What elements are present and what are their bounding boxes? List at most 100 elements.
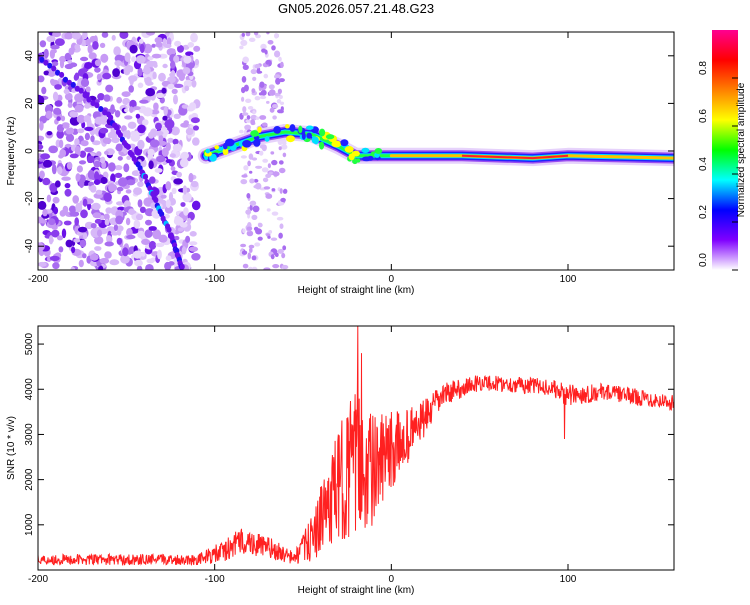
spectrogram-noise-blob <box>63 220 72 226</box>
spectrogram-noise-blob <box>38 216 44 224</box>
spectrogram-noise-blob <box>97 93 105 101</box>
snr-frame <box>37 325 675 571</box>
spectrogram-noise-blob <box>108 130 118 139</box>
signal-blob <box>301 132 306 140</box>
spectrogram-noise-blob <box>141 160 147 168</box>
spectrogram-noise-blob <box>271 45 276 51</box>
spectrogram-noise-blob <box>167 83 175 90</box>
spectrogram-noise-blob <box>108 162 116 172</box>
spectrogram-noise-blob <box>162 38 167 47</box>
spectrogram-noise-blob <box>158 134 164 143</box>
spectrogram-noise-blob <box>68 62 78 68</box>
spectrogram-noise-blob <box>252 76 257 81</box>
spectrogram-noise-blob <box>60 115 66 122</box>
spectrogram-noise-blob <box>282 245 287 251</box>
spectrogram-noise-blob <box>39 170 45 179</box>
spectrogram-noise-blob <box>241 76 247 83</box>
spectrogram-noise-blob <box>268 230 273 234</box>
spectrogram-noise-blob <box>156 155 166 163</box>
spectrogram-noise-blob <box>99 42 106 49</box>
spectrogram-noise-blob <box>172 143 182 152</box>
spectrogram-noise-blob <box>78 259 84 268</box>
spectrogram-noise-blob <box>169 153 176 158</box>
spectrogram-noise-blob <box>129 44 138 54</box>
spectrogram-noise-blob <box>46 35 56 43</box>
spectrogram-noise-blob <box>87 155 95 164</box>
spectrogram-noise-blob <box>249 178 255 184</box>
spectrogram-noise-blob <box>247 252 252 260</box>
colorbar-tick-label: 0.4 <box>698 157 709 171</box>
spectrogram-noise-blob <box>83 115 91 123</box>
spectrogram-noise-blob <box>270 151 275 155</box>
spectrogram-noise-blob <box>268 171 273 175</box>
spectrogram-noise-blob <box>94 67 101 73</box>
spectrogram-x-tick-label: 100 <box>560 274 577 285</box>
spectrogram-noise-blob <box>123 163 130 173</box>
spectrogram-noise-blob <box>158 53 168 59</box>
chart-title: GN05.2026.057.21.48.G23 <box>278 1 434 16</box>
signal-blob <box>289 124 296 132</box>
spectrogram-noise-blob <box>242 228 246 234</box>
spectrogram-noise-blob <box>115 215 124 225</box>
spectrogram-noise-blob <box>183 79 193 88</box>
spectrogram-noise-blob <box>149 176 156 184</box>
snr-x-tick-label: 0 <box>389 574 395 585</box>
spectrogram-noise-blob <box>245 209 252 215</box>
spectrogram-noise-blob <box>126 234 136 240</box>
spectrogram-noise-blob <box>114 110 121 118</box>
spectrogram-noise-blob <box>177 227 184 232</box>
spectrogram-noise-blob <box>54 84 62 90</box>
spectrogram-noise-blob <box>155 42 163 48</box>
spectrogram-noise-blob <box>251 214 258 220</box>
spectrogram-noise-blob <box>110 231 119 236</box>
spectrogram-noise-blob <box>173 55 180 63</box>
spectrogram-noise-blob <box>72 195 79 204</box>
snr-axes: -200 -100 0 100 1000 2000 3000 4000 5000 <box>24 326 674 585</box>
spectrogram-noise-blob <box>244 124 252 130</box>
spectrogram-x-tick-label: 0 <box>389 274 395 285</box>
spectrogram-noise-blob <box>192 137 200 146</box>
spectrogram-noise-blob <box>93 179 101 186</box>
snr-x-label: Height of straight line (km) <box>298 585 415 596</box>
spectrogram-noise-blob <box>73 74 79 81</box>
spectrogram-noise-blob <box>262 158 269 163</box>
spectrogram-noise-blob <box>107 108 117 113</box>
spectrogram-noise-blob <box>173 178 184 185</box>
spectrogram-noise-blob <box>139 206 146 213</box>
spectrogram-noise-blob <box>149 139 160 148</box>
spectrogram-y-label: Frequency (Hz) <box>6 117 17 186</box>
spectrogram-noise-blob <box>184 85 190 92</box>
spectrogram-noise-blob <box>94 171 100 181</box>
spectrogram-noise-blob <box>75 173 81 182</box>
spectrogram-noise-blob <box>135 113 141 119</box>
spectrogram-noise-blob <box>52 91 59 102</box>
spectrogram-noise-blob <box>63 88 70 95</box>
spectrogram-noise-blob <box>142 107 153 117</box>
spectrogram-noise-blob <box>246 226 253 231</box>
spectrogram-noise-blob <box>117 156 123 161</box>
signal-blob <box>348 153 355 161</box>
spectrogram-noise-blob <box>271 159 278 166</box>
spectrogram-noise-blob <box>123 200 131 209</box>
signal-blob <box>331 140 342 148</box>
spectrogram-noise-blob <box>261 122 268 127</box>
spectrogram-noise-blob <box>255 165 263 169</box>
spectrogram-noise-blob <box>76 165 83 173</box>
spectrogram-noise-blob <box>257 222 263 228</box>
spectrogram-noise-blob <box>124 108 129 113</box>
spectrogram-noise-blob <box>248 37 256 42</box>
spectrogram-noise-blob <box>68 47 75 55</box>
spectrogram-noise-blob <box>268 89 276 96</box>
spectrogram-noise-blob <box>170 60 176 69</box>
spectrogram-noise-blob <box>266 208 271 212</box>
spectrogram-noise-blob <box>88 52 97 60</box>
spectrogram-noise-blob <box>270 254 275 260</box>
spectrogram-noise-blob <box>104 150 109 155</box>
spectrogram-noise-blob <box>112 68 120 78</box>
spectrogram-noise-blob <box>146 32 155 36</box>
spectrogram-noise-blob <box>76 231 84 236</box>
spectrogram-noise-blob <box>135 213 144 221</box>
spectrogram-noise-blob <box>158 72 166 82</box>
spectrogram-noise-blob <box>179 222 188 228</box>
spectrogram-noise-blob <box>47 255 52 263</box>
